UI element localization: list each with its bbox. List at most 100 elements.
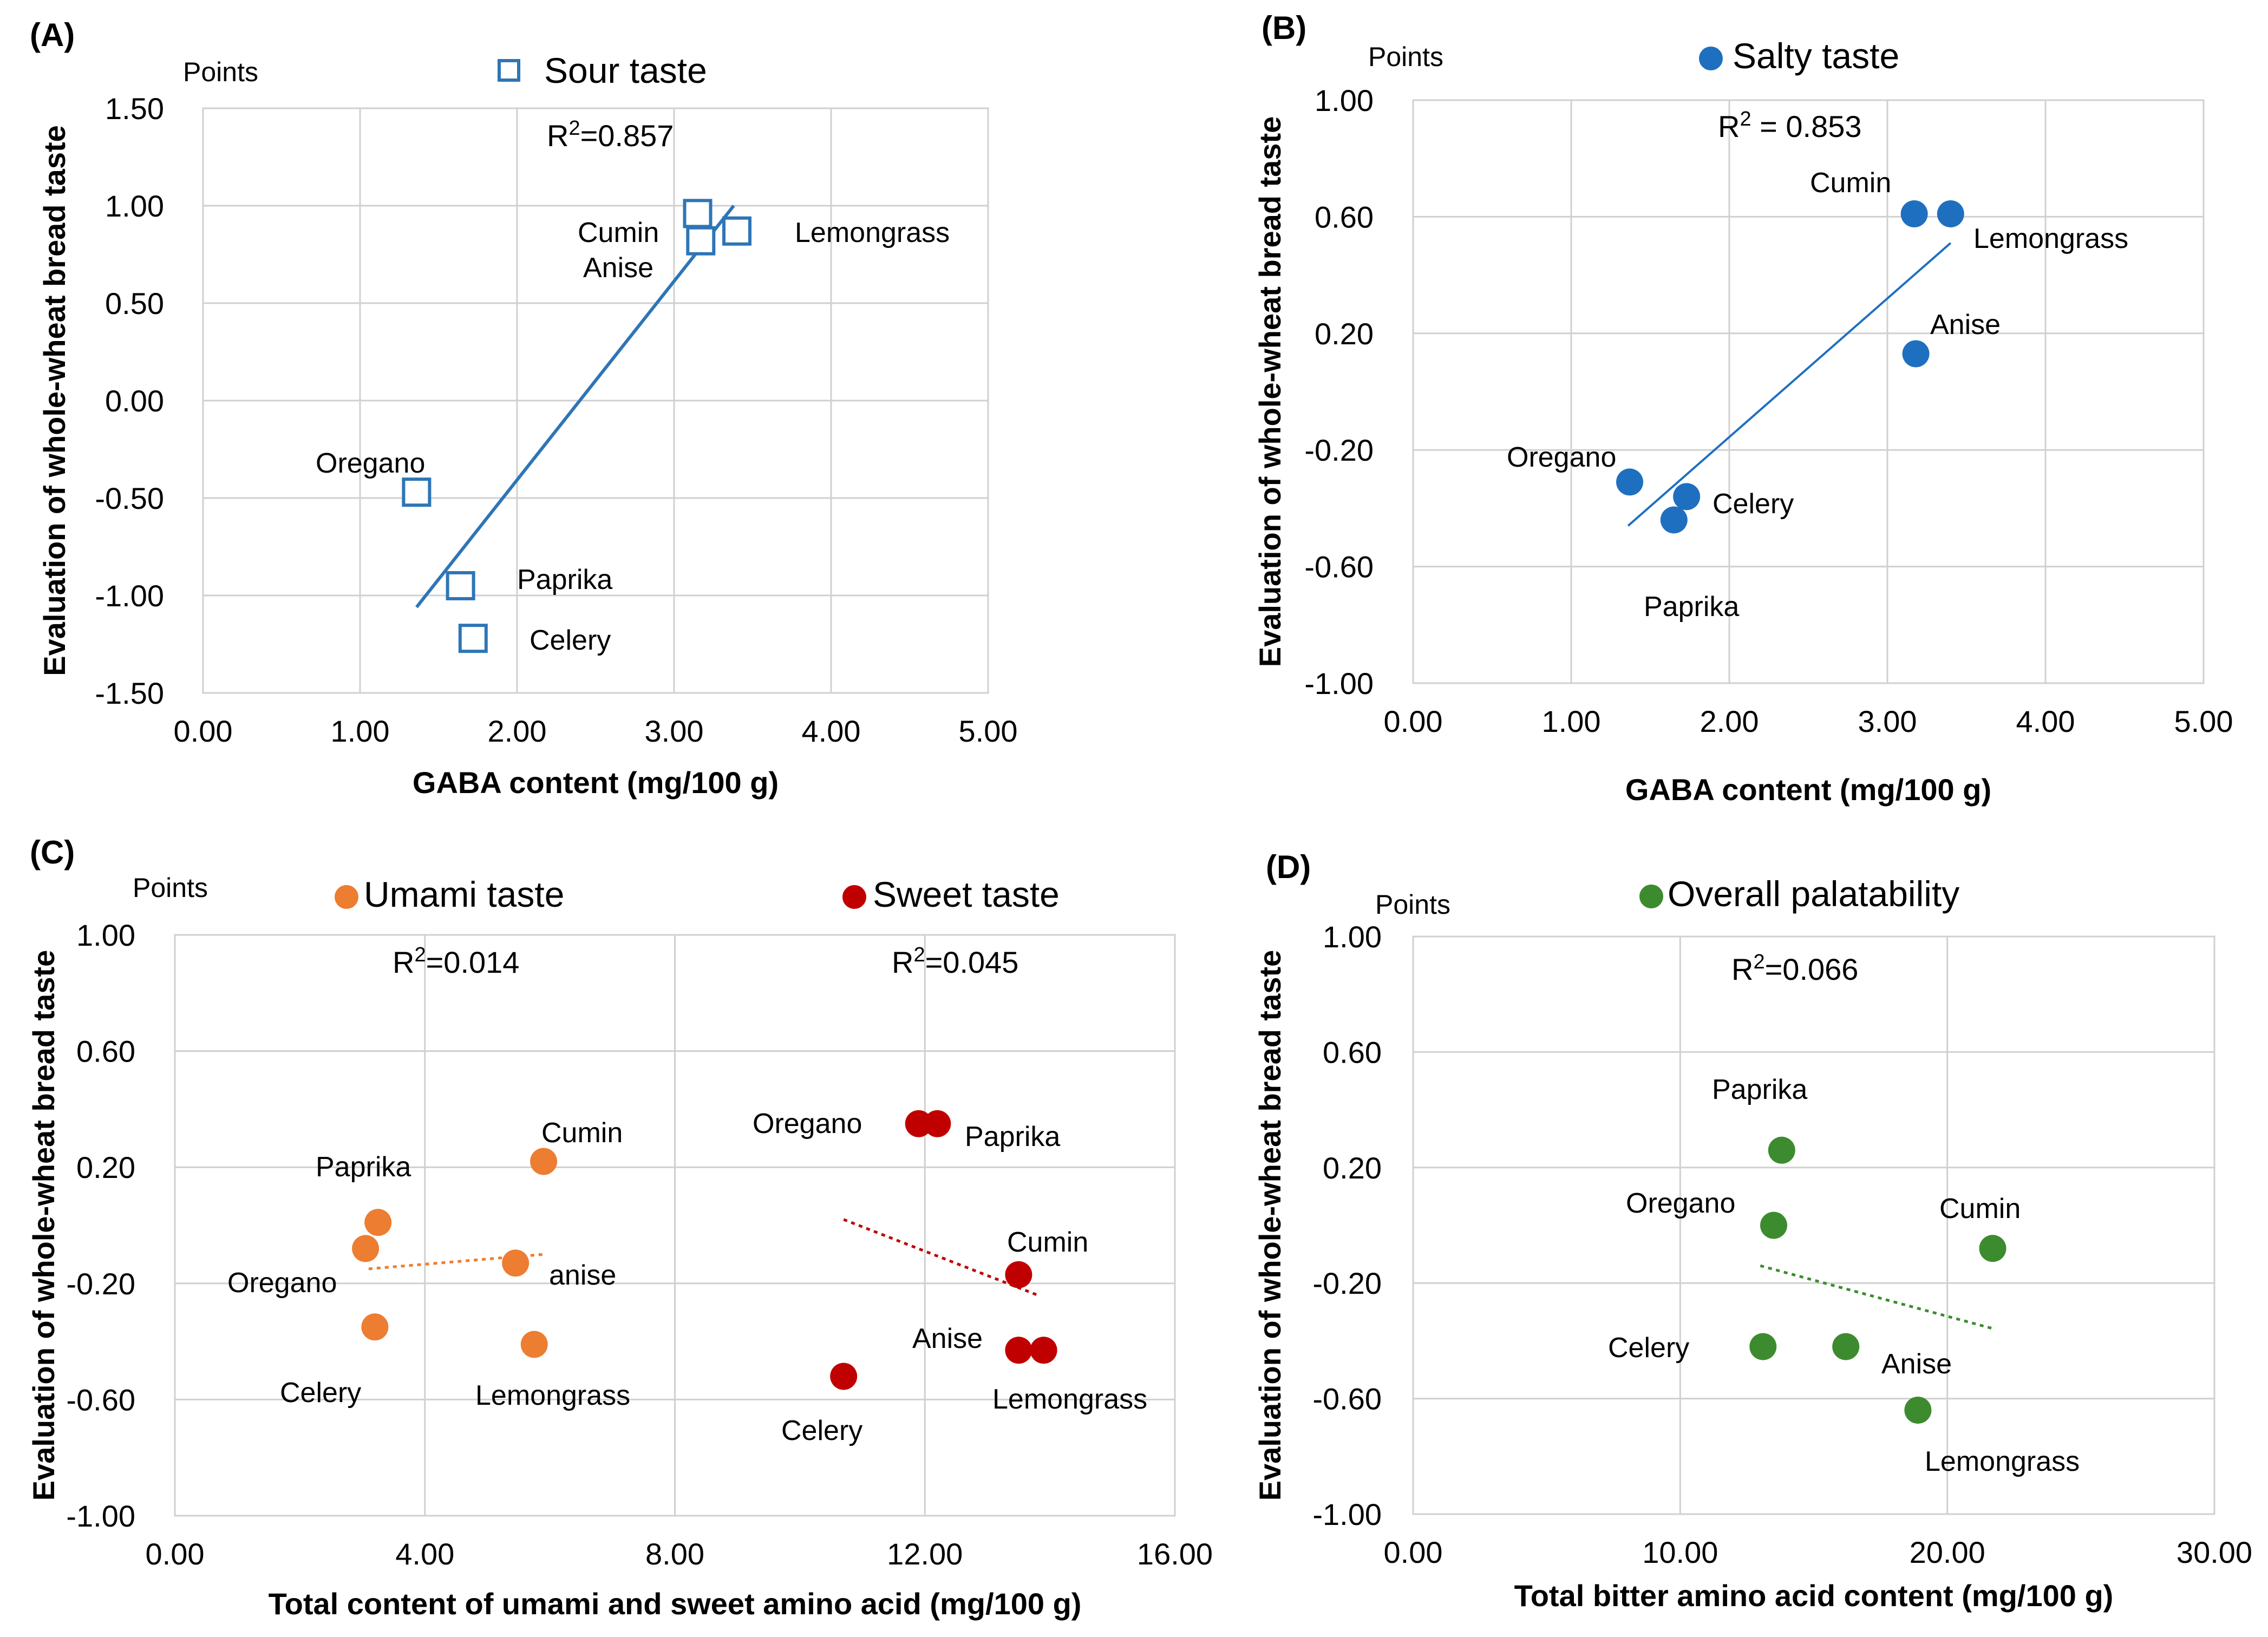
y-tick-label: -0.60 xyxy=(66,1383,135,1417)
r-squared-label: R2 = 0.853 xyxy=(1718,108,1862,143)
legend-label: Sour taste xyxy=(544,50,707,90)
data-point xyxy=(1902,340,1930,368)
y-axis-title: Evaluation of whole-wheat bread taste xyxy=(37,125,71,676)
point-label: Paprika xyxy=(1712,1074,1807,1105)
plot-area xyxy=(1412,935,2215,1515)
panel-label: (A) xyxy=(30,17,75,53)
data-point xyxy=(1904,1396,1932,1424)
x-tick-label: 4.00 xyxy=(395,1537,454,1571)
point-label: Paprika xyxy=(965,1121,1060,1153)
x-tick-label: 4.00 xyxy=(802,714,861,748)
plot-area xyxy=(1412,99,2205,684)
x-axis-title: Total bitter amino acid content (mg/100 … xyxy=(1514,1579,2114,1613)
x-tick-label: 0.00 xyxy=(174,714,233,748)
y-tick-label: 1.00 xyxy=(1323,920,1382,954)
point-label: Lemongrass xyxy=(795,217,950,248)
point-label: Anise xyxy=(1930,309,2001,341)
data-point xyxy=(924,1110,951,1137)
y-tick-label: -1.00 xyxy=(1304,666,1374,700)
x-axis-title: Total content of umami and sweet amino a… xyxy=(269,1587,1082,1621)
x-tick-label: 5.00 xyxy=(959,714,1018,748)
y-tick-label: -1.00 xyxy=(95,579,164,613)
y-tick-label: 1.50 xyxy=(105,91,164,126)
data-point xyxy=(520,1331,548,1358)
point-label: Oregano xyxy=(753,1108,862,1140)
panel-label: (B) xyxy=(1262,10,1306,46)
point-label: Celery xyxy=(280,1377,361,1409)
data-point xyxy=(1749,1333,1777,1360)
data-point xyxy=(683,199,713,228)
r-squared-label: R2=0.066 xyxy=(1731,951,1858,986)
panel-2: 0.00 1.00 2.00 3.00 4.00 5.00 1.00 0.60 0.20 -0.2… xyxy=(1253,10,2233,807)
legend-marker xyxy=(498,59,520,82)
x-tick-label: 0.00 xyxy=(1384,1535,1443,1569)
x-tick-label: 3.00 xyxy=(645,714,704,748)
r-squared-label: R2=0.857 xyxy=(547,117,674,153)
y-tick-label: 0.20 xyxy=(1323,1151,1382,1185)
point-label: Anise xyxy=(1881,1348,1952,1380)
point-label: Paprika xyxy=(517,564,612,595)
trend-line xyxy=(415,205,735,608)
x-tick-label: 0.00 xyxy=(146,1537,205,1571)
y-tick-label: 0.60 xyxy=(1323,1035,1382,1069)
y-tick-label: -0.60 xyxy=(1304,550,1374,584)
data-point xyxy=(1616,468,1644,496)
x-tick-label: 0.00 xyxy=(1384,704,1443,738)
y-tick-label: 1.00 xyxy=(105,189,164,223)
data-point xyxy=(1979,1235,2006,1262)
point-label: anise xyxy=(549,1260,616,1291)
data-point xyxy=(446,571,475,600)
point-label: Celery xyxy=(781,1415,862,1446)
x-tick-label: 8.00 xyxy=(645,1537,704,1571)
y-tick-label: -1.00 xyxy=(66,1499,135,1533)
data-point xyxy=(1005,1337,1032,1364)
trend-line xyxy=(1627,242,1952,527)
y-tick-label: 0.00 xyxy=(105,384,164,418)
r-squared-label: R2=0.045 xyxy=(892,944,1018,979)
point-label: Celery xyxy=(1608,1332,1689,1364)
data-point xyxy=(1832,1333,1860,1360)
r-squared-label: R2=0.014 xyxy=(393,944,519,979)
x-tick-label: 12.00 xyxy=(887,1537,963,1571)
y-tick-label: 0.20 xyxy=(76,1150,135,1184)
y-tick-label: 0.60 xyxy=(76,1034,135,1069)
point-label: Oregano xyxy=(1507,442,1616,473)
point-label: Cumin xyxy=(541,1117,623,1149)
y-axis-title: Evaluation of whole-wheat bread taste xyxy=(27,950,61,1501)
y-tick-label: 1.00 xyxy=(76,918,135,952)
legend-marker xyxy=(1639,885,1663,908)
point-label: Anise xyxy=(912,1323,983,1354)
data-point xyxy=(1900,200,1928,228)
y-tick-label: 0.20 xyxy=(1315,317,1374,351)
trend-line xyxy=(843,1218,1038,1296)
y-axis-title: Evaluation of whole-wheat bread taste xyxy=(1253,116,1287,667)
data-point xyxy=(1005,1261,1032,1288)
data-point xyxy=(1768,1136,1795,1164)
panel-4: 0.00 10.00 20.00 30.00 1.00 0.60 0.20 -0.20 -0.6… xyxy=(1253,849,2252,1613)
legend-marker xyxy=(1699,47,1723,70)
point-label: Oregano xyxy=(1626,1188,1735,1219)
legend-label: Sweet taste xyxy=(873,874,1060,914)
data-point xyxy=(830,1363,858,1390)
data-point xyxy=(1760,1212,1787,1239)
point-label: Cumin xyxy=(1007,1227,1088,1258)
y-tick-label: 0.50 xyxy=(105,286,164,320)
point-label: Oregano xyxy=(316,448,425,479)
x-tick-label: 2.00 xyxy=(1700,704,1759,738)
data-point xyxy=(364,1209,392,1236)
data-point xyxy=(458,624,488,653)
point-label: Lemongrass xyxy=(475,1380,630,1411)
x-tick-label: 16.00 xyxy=(1137,1537,1213,1571)
x-tick-label: 5.00 xyxy=(2174,704,2233,738)
y-axis-title: Evaluation of whole-wheat bread taste xyxy=(1253,950,1287,1501)
y-tick-label: -1.50 xyxy=(95,676,164,710)
data-point xyxy=(722,216,751,246)
x-tick-label: 30.00 xyxy=(2177,1535,2252,1569)
panel-3: 0.00 4.00 8.00 12.00 16.00 1.00 0.60 0.20 -0.20 -… xyxy=(27,834,1213,1621)
points-unit-label: Points xyxy=(133,873,208,903)
data-point xyxy=(502,1249,530,1277)
point-label: Celery xyxy=(530,625,611,656)
points-unit-label: Points xyxy=(183,57,258,87)
legend-label: Overall palatability xyxy=(1668,874,1959,914)
